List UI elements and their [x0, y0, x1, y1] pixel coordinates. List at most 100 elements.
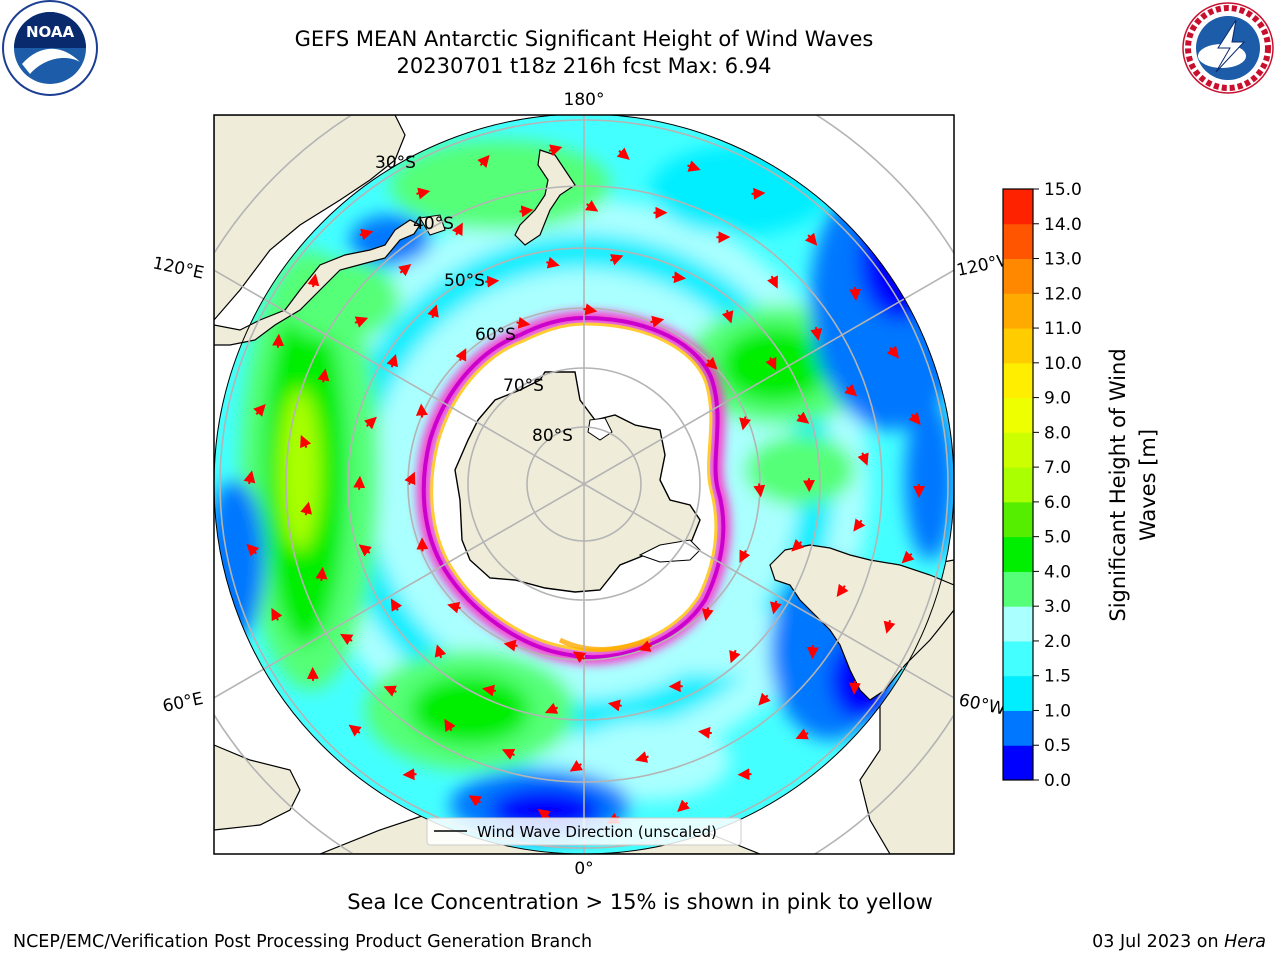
wind-wave-arrow — [908, 411, 921, 425]
wind-wave-arrow — [468, 795, 482, 807]
wind-wave-arrow — [758, 692, 771, 706]
wind-wave-arrow — [767, 275, 778, 289]
colorbar-block — [1003, 223, 1033, 260]
colorbar-block — [1003, 640, 1033, 677]
colorbar-tick-label: 6.0 — [1044, 493, 1071, 513]
colorbar-block — [1003, 675, 1033, 711]
forecast-info: 20230701 t18z 216h fcst Max: 6.94 — [396, 54, 772, 78]
wind-wave-arrow — [348, 724, 362, 737]
wind-wave-arrow — [519, 205, 534, 218]
wind-wave-arrow — [416, 187, 431, 200]
wind-wave-arrow — [650, 315, 665, 328]
wind-wave-arrow — [317, 368, 330, 383]
wind-wave-arrow — [753, 483, 766, 498]
colorbar-tick-label: 13.0 — [1044, 250, 1082, 270]
wind-wave-arrow — [444, 718, 456, 733]
wind-wave-arrow — [729, 649, 741, 664]
wind-wave-arrow — [635, 751, 649, 763]
wind-wave-arrow — [836, 583, 849, 598]
wind-wave-arrow — [584, 200, 599, 212]
wind-wave-arrow — [451, 222, 463, 236]
wind-wave-arrow — [883, 620, 896, 634]
wind-wave-arrow — [886, 345, 900, 359]
legend-label: Wind Wave Direction (unscaled) — [477, 823, 717, 841]
noaa-logo-text: NOAA — [26, 23, 75, 41]
wind-wave-arrow — [672, 271, 687, 284]
colorbar-block — [1003, 467, 1033, 503]
footer-date-text: 03 Jul 2023 on — [1092, 932, 1225, 952]
wind-wave-arrow — [849, 287, 862, 302]
colorbar-block — [1003, 501, 1033, 538]
lat-label-50s: 50°S — [444, 271, 485, 291]
colorbar-tick-label: 3.0 — [1044, 597, 1071, 617]
colorbar-tick-label: 8.0 — [1044, 423, 1071, 443]
chart-title: GEFS MEAN Antarctic Significant Height o… — [294, 27, 874, 51]
wind-wave-arrow — [415, 403, 428, 418]
nws-logo — [1182, 2, 1274, 94]
lat-label-70s: 70°S — [503, 376, 544, 396]
wind-wave-arrow — [806, 645, 819, 660]
wind-wave-arrow — [537, 809, 551, 821]
wind-wave-arrow — [770, 600, 782, 615]
colorbar-label-line2: Waves [m] — [1136, 429, 1160, 541]
colorbar-tick-label: 12.0 — [1044, 284, 1082, 304]
wind-wave-arrow — [544, 702, 559, 714]
lat-label-40s: 40°S — [413, 214, 454, 234]
wind-wave-arrow — [503, 639, 518, 652]
wind-wave-arrow — [737, 768, 752, 781]
wind-wave-arrow — [485, 275, 500, 288]
wind-wave-arrow — [721, 309, 734, 324]
colorbar-block — [1003, 710, 1033, 746]
wind-wave-arrow — [434, 644, 447, 659]
colorbar-tick-label: 7.0 — [1044, 458, 1071, 478]
wind-wave-arrow — [804, 232, 818, 246]
colorbar-tick-label: 0.0 — [1044, 771, 1071, 791]
footer-machine: Hera — [1224, 932, 1266, 952]
wind-wave-arrow — [677, 799, 691, 813]
colorbar-frame — [1002, 188, 1034, 781]
colorbar-block — [1003, 328, 1033, 364]
wind-wave-arrow — [253, 403, 266, 417]
wind-wave-arrow — [300, 434, 312, 449]
wind-wave-arrow — [569, 760, 584, 772]
wind-wave-arrow — [853, 518, 866, 532]
wind-wave-arrows — [243, 144, 925, 824]
colorbar-ticks: 0.0 0.5 1.0 1.5 2.0 3.0 4.0 5.0 6.0 7.0 8.0 9.0 10.0… — [1033, 180, 1082, 791]
colorbar-block — [1003, 536, 1033, 572]
colorbar-tick-label: 1.0 — [1044, 701, 1071, 721]
colorbar-block — [1003, 571, 1033, 607]
colorbar-block — [1003, 397, 1033, 433]
lat-label-80s: 80°S — [532, 426, 573, 446]
wind-wave-arrow — [390, 598, 403, 612]
wind-wave-arrow — [548, 144, 563, 157]
footer-branch: NCEP/EMC/Verification Post Processing Pr… — [13, 932, 593, 952]
wind-wave-arrow — [739, 549, 751, 563]
wind-wave-arrow — [427, 304, 439, 319]
wind-wave-arrow — [482, 684, 496, 697]
new-zealand — [514, 149, 576, 246]
wind-wave-arrow — [359, 228, 374, 241]
wind-wave-arrow — [697, 726, 712, 739]
wind-wave-arrow — [583, 303, 598, 316]
colorbar-tick-label: 15.0 — [1044, 180, 1082, 200]
wind-wave-arrow — [300, 501, 312, 516]
wind-wave-arrow — [701, 607, 714, 622]
wind-wave-arrow — [271, 607, 283, 622]
wind-wave-arrow — [516, 316, 531, 329]
wind-wave-arrow — [501, 748, 516, 760]
wind-wave-arrow — [246, 543, 260, 557]
colorbar-tick-label: 5.0 — [1044, 528, 1071, 548]
wind-wave-arrow — [609, 254, 624, 266]
wind-wave-arrow — [364, 416, 377, 430]
wind-wave-arrow — [398, 264, 412, 277]
colorbar-tick-label: 2.0 — [1044, 632, 1071, 652]
colorbar-block — [1003, 293, 1033, 329]
wind-wave-arrow — [386, 353, 398, 368]
lon-label-180: 180° — [564, 90, 605, 110]
wind-wave-arrow — [704, 356, 718, 370]
wind-wave-arrow — [638, 640, 652, 652]
colorbar-tick-label: 10.0 — [1044, 354, 1082, 374]
wind-wave-arrow — [402, 768, 417, 781]
